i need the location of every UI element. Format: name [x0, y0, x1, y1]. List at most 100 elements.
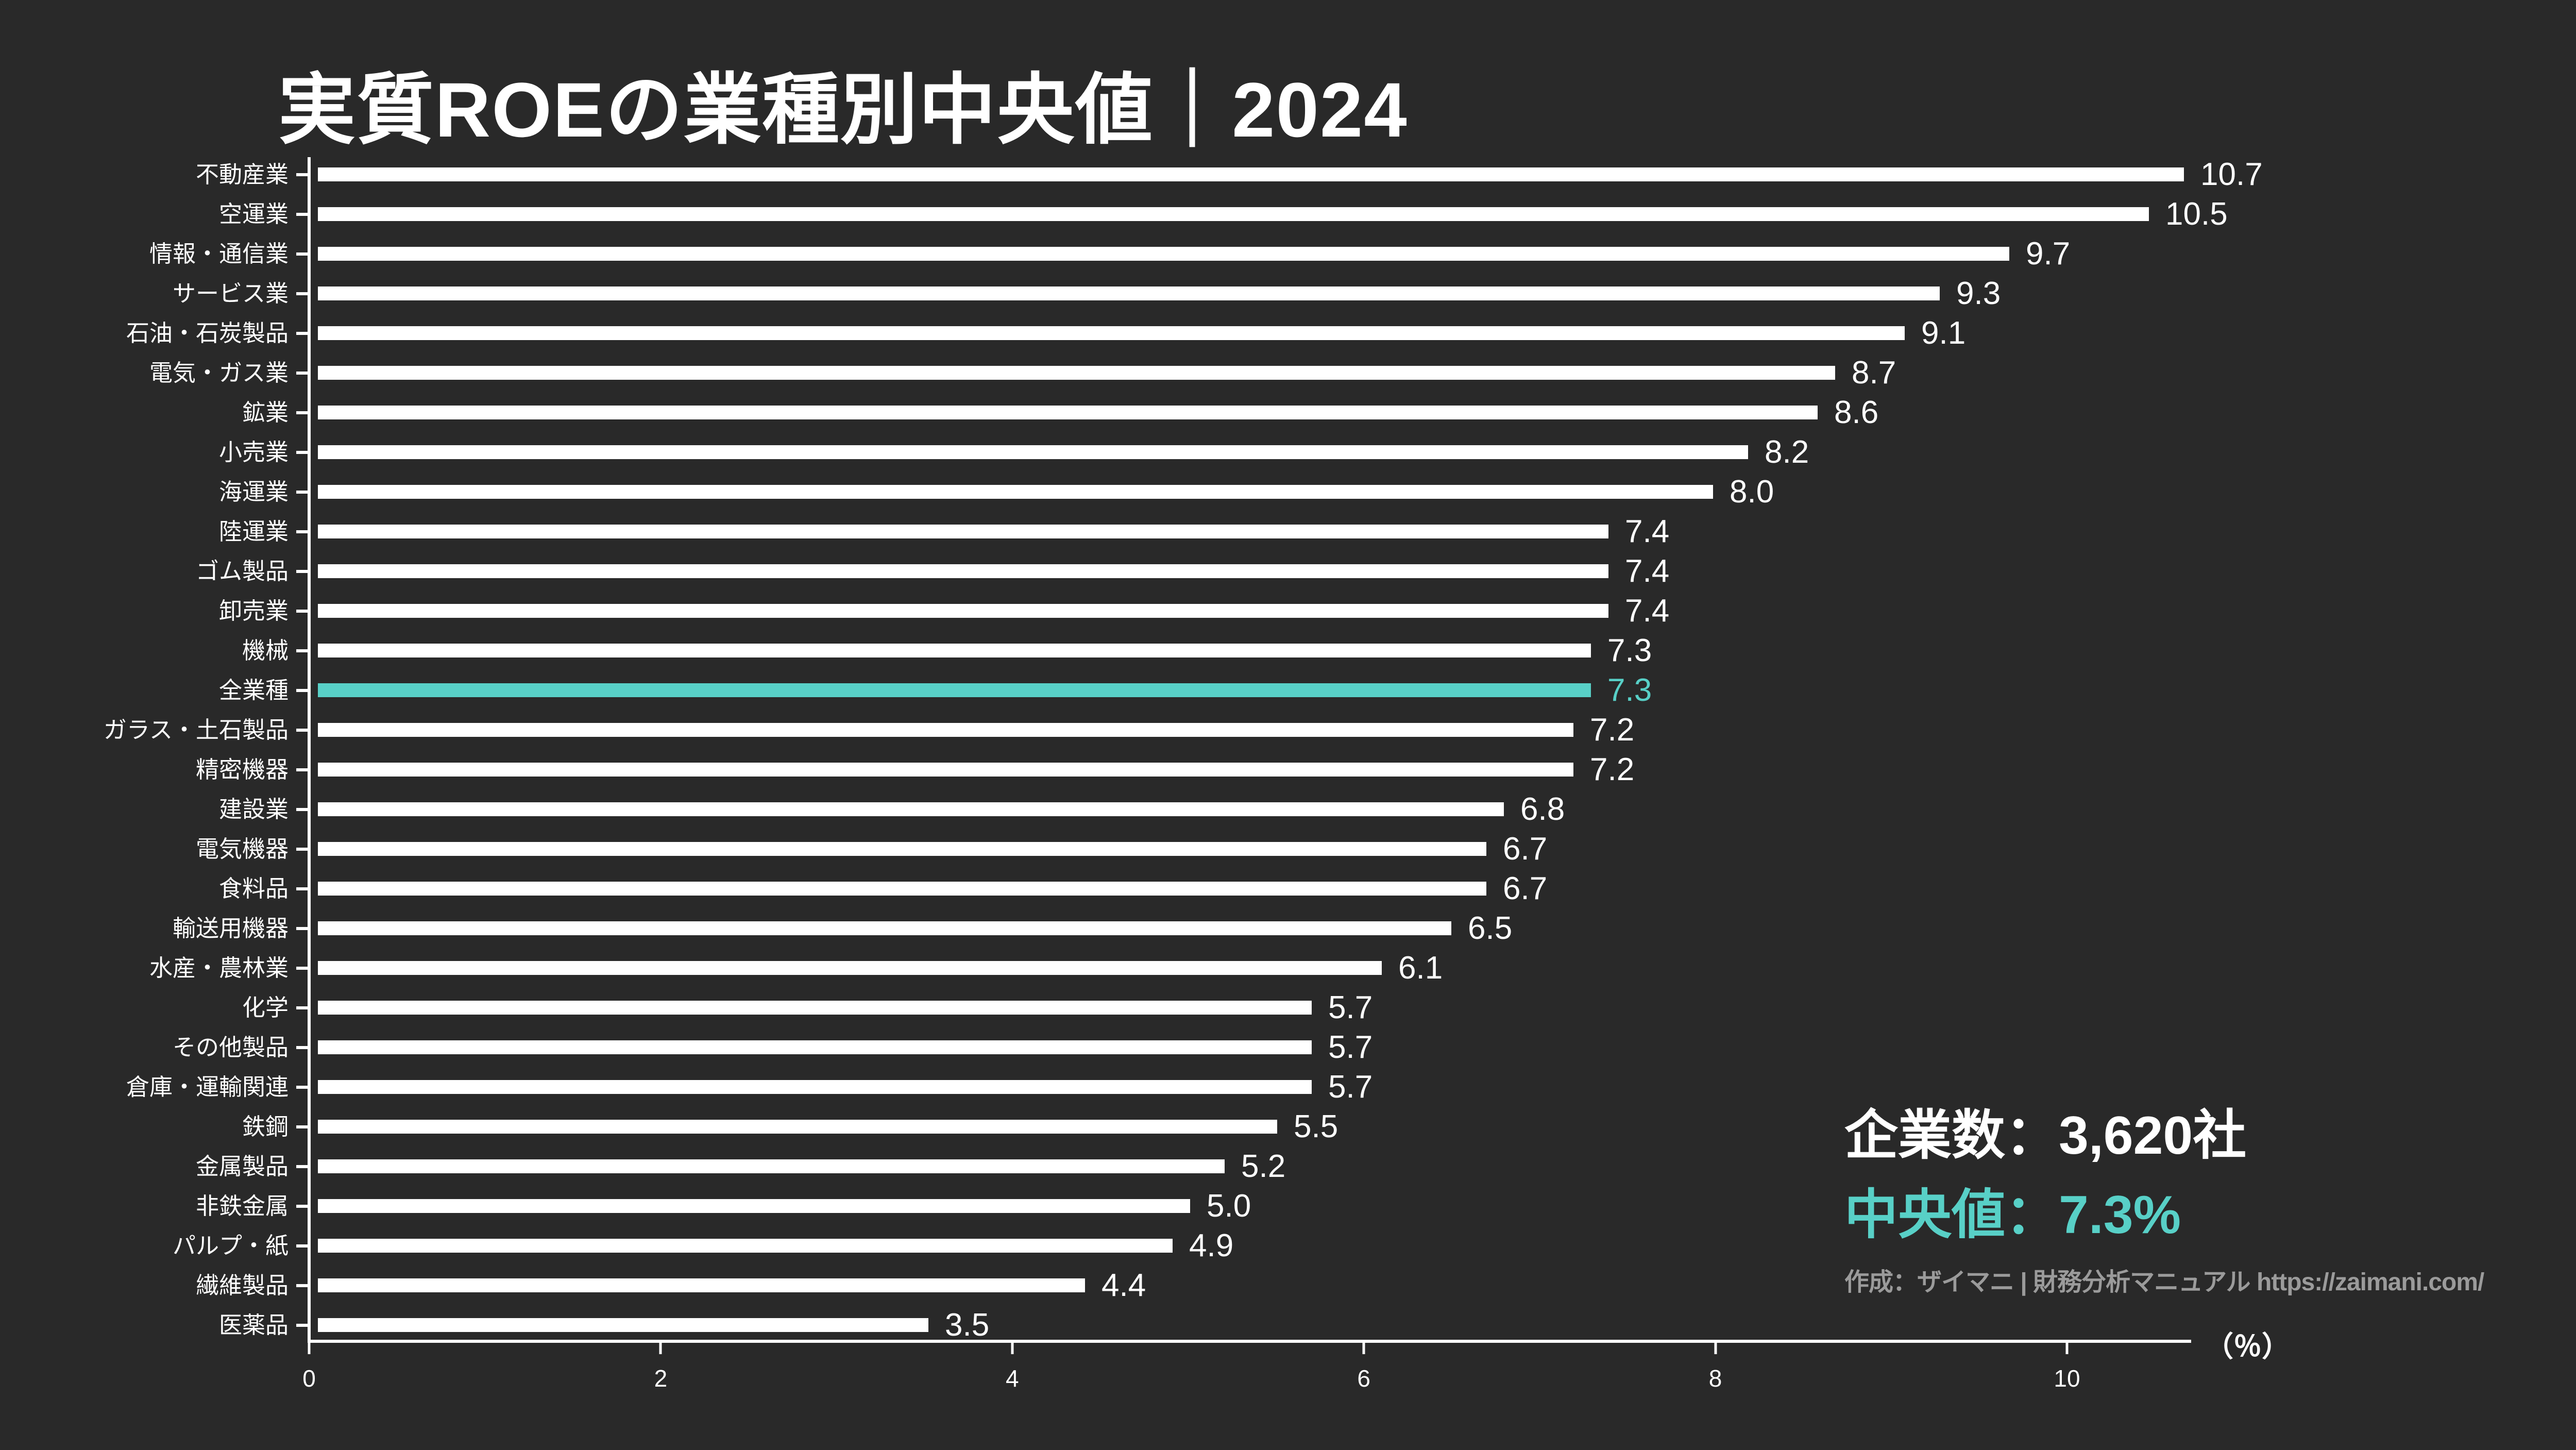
bar — [318, 1120, 1277, 1134]
y-tick — [296, 1324, 308, 1327]
bar — [318, 326, 1905, 340]
y-tick — [296, 729, 308, 732]
value-label: 7.2 — [1590, 712, 1635, 748]
category-label: 空運業 — [218, 201, 289, 227]
bar — [318, 1199, 1190, 1213]
chart-row: 鉱業 8.6 — [0, 393, 2576, 432]
y-tick — [296, 1086, 308, 1089]
chart-row: 全業種 7.3 — [0, 670, 2576, 710]
bar-highlighted — [318, 683, 1591, 697]
category-label: 機械 — [242, 637, 289, 664]
bar — [318, 406, 1818, 419]
y-tick — [296, 808, 308, 811]
bar — [318, 1278, 1085, 1292]
value-label: 5.7 — [1328, 1069, 1373, 1105]
chart-row: 非鉄金属 5.0 — [0, 1186, 2576, 1226]
x-tick — [308, 1343, 311, 1354]
y-tick — [296, 1046, 308, 1049]
value-label: 8.7 — [1852, 355, 1896, 391]
x-tick — [1714, 1343, 1717, 1354]
chart-row: パルプ・紙 4.9 — [0, 1226, 2576, 1266]
value-label: 4.4 — [1101, 1268, 1146, 1303]
value-label: 9.7 — [2026, 236, 2071, 272]
y-tick — [296, 967, 308, 970]
chart-row: 海運業 8.0 — [0, 472, 2576, 512]
category-label: 食料品 — [218, 875, 289, 902]
value-label: 8.0 — [1730, 474, 1774, 510]
bar — [318, 1080, 1312, 1094]
category-label: 卸売業 — [218, 598, 289, 624]
value-label: 5.2 — [1241, 1149, 1286, 1184]
chart-row: 倉庫・運輸関連 5.7 — [0, 1067, 2576, 1107]
value-label: 6.1 — [1398, 950, 1443, 986]
chart-row: 食料品 6.7 — [0, 869, 2576, 908]
y-tick — [296, 1244, 308, 1247]
value-label: 3.5 — [945, 1307, 990, 1343]
bar — [318, 1318, 928, 1332]
chart-row: 精密機器 7.2 — [0, 750, 2576, 789]
category-label: 建設業 — [218, 796, 289, 822]
x-tick — [659, 1343, 662, 1354]
value-label: 10.5 — [2165, 196, 2228, 232]
value-label: 6.7 — [1503, 871, 1548, 906]
category-label: 電気機器 — [195, 836, 289, 862]
category-label: 非鉄金属 — [195, 1193, 289, 1219]
bar — [318, 485, 1713, 499]
bar — [318, 1159, 1225, 1173]
y-tick — [296, 1284, 308, 1287]
category-label: 海運業 — [218, 479, 289, 505]
value-label: 7.4 — [1625, 593, 1670, 629]
y-tick — [296, 491, 308, 494]
chart-row: 電気機器 6.7 — [0, 829, 2576, 869]
bar — [318, 842, 1486, 856]
chart-row: 建設業 6.8 — [0, 789, 2576, 829]
category-label: 情報・通信業 — [149, 241, 289, 267]
category-label: 金属製品 — [195, 1153, 289, 1179]
y-tick — [296, 768, 308, 771]
category-label: その他製品 — [172, 1034, 289, 1060]
category-label: ゴム製品 — [195, 558, 289, 584]
y-tick — [296, 252, 308, 256]
y-tick — [296, 530, 308, 533]
y-tick — [296, 1125, 308, 1128]
bar — [318, 564, 1608, 578]
attribution-text: 作成：ザイマニ | 財務分析マニュアル https://zaimani.com/ — [1844, 1269, 2484, 1296]
value-label: 5.0 — [1207, 1188, 1251, 1224]
chart-row: 鉄鋼 5.5 — [0, 1107, 2576, 1146]
x-tick-label: 4 — [1006, 1365, 1019, 1392]
y-tick — [296, 649, 308, 652]
bar — [318, 961, 1382, 975]
y-tick — [296, 610, 308, 613]
x-axis-unit-label: （％） — [2205, 1330, 2291, 1362]
x-tick-label: 8 — [1708, 1365, 1722, 1392]
category-label: 不動産業 — [195, 161, 289, 188]
category-label: 輸送用機器 — [172, 915, 289, 941]
y-tick — [296, 848, 308, 851]
bar — [318, 445, 1748, 459]
chart-row: 空運業 10.5 — [0, 194, 2576, 234]
median-stat: 中央値：7.3% — [1844, 1185, 2181, 1245]
y-tick — [296, 451, 308, 454]
value-label: 6.5 — [1468, 911, 1513, 946]
value-label: 6.8 — [1520, 791, 1565, 827]
bar — [318, 763, 1573, 777]
category-label: 鉱業 — [242, 399, 289, 426]
chart-row: 医薬品 3.5 — [0, 1305, 2576, 1345]
y-tick — [296, 411, 308, 414]
chart-row: 化学 5.7 — [0, 988, 2576, 1027]
bar — [318, 1001, 1312, 1015]
chart-row: 情報・通信業 9.7 — [0, 234, 2576, 274]
y-tick — [296, 332, 308, 335]
category-label: パルプ・紙 — [172, 1233, 289, 1259]
y-tick — [296, 570, 308, 573]
value-label: 7.3 — [1607, 633, 1652, 668]
y-axis-line — [308, 157, 311, 1340]
x-tick-label: 10 — [2054, 1365, 2080, 1392]
value-label: 5.7 — [1328, 1030, 1373, 1065]
x-tick — [1011, 1343, 1014, 1354]
chart-row: 輸送用機器 6.5 — [0, 908, 2576, 948]
bar — [318, 1239, 1173, 1253]
value-label: 7.4 — [1625, 553, 1670, 589]
y-tick — [296, 292, 308, 295]
